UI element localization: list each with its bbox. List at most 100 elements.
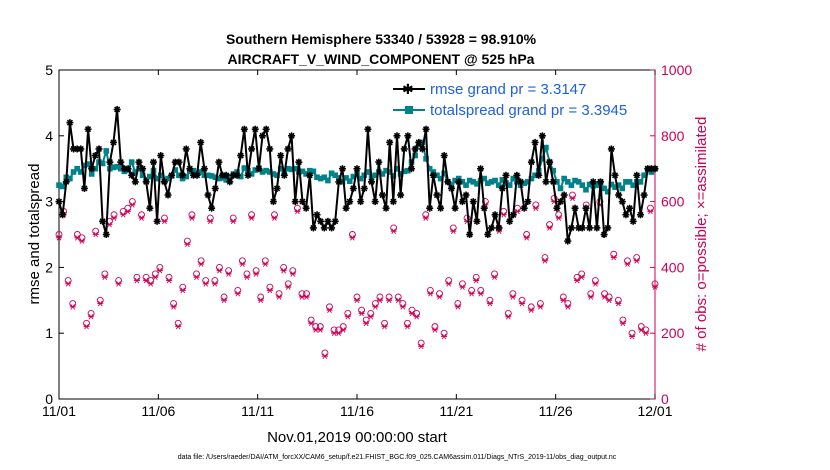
x-tick-label: 11/16	[340, 403, 374, 419]
totalspread-point	[372, 172, 378, 179]
assimilated-obs-point	[450, 228, 457, 234]
plot-area	[58, 69, 656, 400]
rmse-point	[593, 224, 601, 232]
assimilated-obs-point	[101, 274, 108, 281]
assimilated-obs-point	[152, 274, 159, 281]
totalspread-point	[470, 179, 477, 185]
legend-spread-label: totalspread grand pr = 3.3945	[430, 102, 627, 119]
totalspread-point	[274, 172, 280, 179]
rmse-point	[193, 171, 201, 179]
totalspread-point	[641, 172, 647, 179]
rmse-point	[557, 198, 565, 206]
assimilated-obs-point	[266, 287, 273, 294]
rmse-point	[440, 152, 448, 160]
rmse-series-markers	[55, 105, 659, 245]
assimilated-obs-point	[321, 353, 328, 360]
totalspread-point	[623, 179, 629, 185]
assimilated-obs-point	[303, 294, 310, 300]
rmse-point	[55, 198, 63, 206]
totalspread-point	[459, 179, 466, 185]
totalspread-point	[270, 171, 277, 177]
assimilated-obs-point	[69, 304, 76, 310]
assimilated-obs-point	[587, 294, 594, 300]
assimilated-obs-point	[161, 218, 168, 225]
totalspread-point	[237, 173, 244, 180]
totalspread-point	[423, 156, 429, 162]
rmse-point	[306, 171, 314, 179]
totalspread-point	[397, 171, 404, 177]
totalspread-point	[92, 165, 99, 172]
rmse-point	[215, 158, 223, 166]
totalspread-point	[288, 166, 295, 173]
rmse-point	[197, 138, 205, 146]
assimilated-obs-point	[326, 307, 333, 313]
rmse-point	[273, 184, 281, 192]
totalspread-point	[466, 177, 473, 184]
totalspread-point	[521, 180, 527, 186]
rmse-point	[418, 145, 426, 153]
assimilated-obs-point	[147, 281, 154, 287]
rmse-point	[153, 217, 161, 225]
rmse-point	[284, 145, 292, 153]
totalspread-point	[568, 182, 575, 188]
rmse-point	[629, 217, 637, 225]
totalspread-point	[401, 168, 408, 175]
totalspread-point	[147, 173, 153, 180]
totalspread-point	[575, 179, 582, 185]
rmse-point	[586, 224, 594, 232]
totalspread-point	[365, 169, 371, 175]
rmse-point	[535, 171, 543, 179]
rmse-point	[596, 178, 604, 186]
totalspread-point	[350, 173, 357, 180]
assimilated-obs-point	[500, 211, 507, 218]
assimilated-obs-point	[606, 297, 613, 304]
assimilated-obs-point	[335, 330, 342, 336]
rmse-point	[520, 204, 528, 212]
assimilated-obs-point	[340, 327, 347, 333]
x-tick-label: 11/06	[141, 403, 175, 419]
rmse-point	[386, 138, 394, 146]
rmse-point	[131, 178, 139, 186]
assimilated-obs-point	[409, 310, 416, 317]
assimilated-obs-point	[491, 274, 498, 281]
rmse-point	[244, 171, 252, 179]
rmse-point	[444, 178, 452, 186]
rmse-point	[62, 178, 70, 186]
y-left-axis-label: rmse and totalspread	[26, 164, 43, 305]
assimilated-obs-point	[138, 215, 145, 221]
totalspread-point	[481, 175, 487, 182]
assimilated-obs-point	[271, 215, 278, 221]
rmse-point	[364, 125, 372, 133]
rmse-point	[615, 191, 623, 199]
assimilated-obs-point	[386, 297, 393, 304]
totalspread-point	[317, 175, 324, 182]
assimilated-obs-point	[376, 297, 383, 304]
totalspread-point	[626, 179, 633, 185]
totalspread-point	[117, 165, 124, 172]
rmse-point	[527, 158, 535, 166]
x-axis-label: Nov.01,2019 00:00:00 start	[267, 429, 448, 446]
totalspread-point	[314, 174, 320, 181]
totalspread-point	[554, 179, 560, 185]
rmse-point	[498, 184, 506, 192]
rmse-point	[175, 158, 183, 166]
rmse-point	[422, 125, 430, 133]
assimilated-obs-point	[390, 228, 397, 234]
rmse-point	[404, 132, 412, 140]
rmse-point	[429, 171, 437, 179]
assimilated-obs-point	[578, 274, 585, 281]
x-tick-label: 11/01	[42, 403, 76, 419]
assimilated-obs-point	[546, 225, 553, 231]
rmse-point	[237, 152, 245, 160]
totalspread-point	[88, 171, 95, 177]
rmse-point	[295, 158, 303, 166]
assimilated-obs-point	[124, 208, 131, 215]
totalspread-point	[110, 164, 117, 171]
assimilated-obs-point	[262, 261, 269, 267]
assimilated-obs-point	[454, 304, 461, 310]
assimilated-obs-point	[358, 310, 365, 317]
assimilated-obs-point	[519, 300, 526, 307]
assimilated-obs-point	[509, 294, 516, 300]
legend-spread-marker-icon	[405, 106, 413, 114]
rmse-point	[251, 125, 259, 133]
